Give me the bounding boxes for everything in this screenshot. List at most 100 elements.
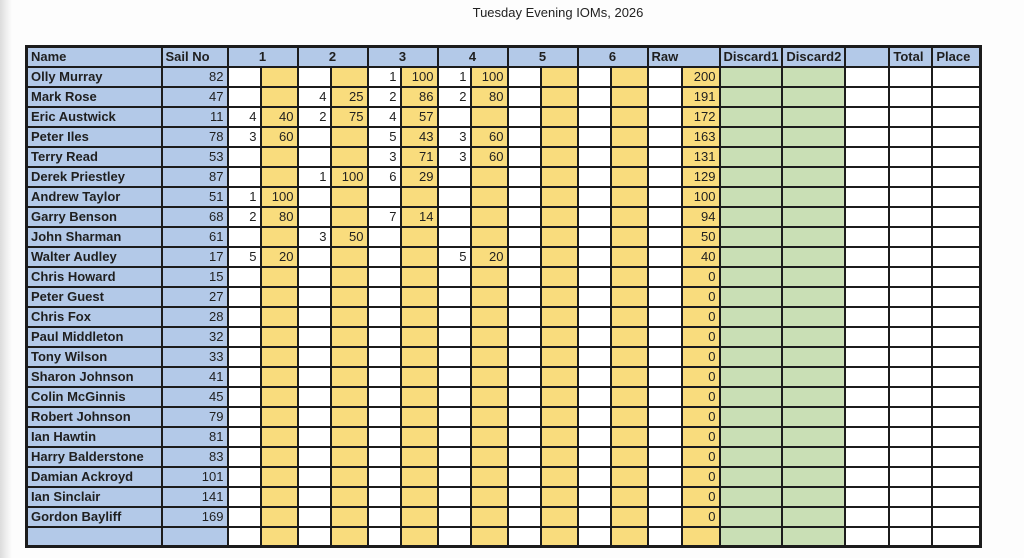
table-row: Eric Austwick 11 4 40 2 75 4 57 172 xyxy=(25,105,982,128)
sail-no-cell: 45 xyxy=(160,385,229,408)
race2-points-cell xyxy=(329,345,369,368)
race1-points-cell xyxy=(259,85,299,108)
table-row: Derek Priestley 87 1 100 6 29 129 xyxy=(25,165,982,188)
race3-points-cell xyxy=(399,485,439,508)
race1-position-cell xyxy=(226,285,262,308)
race1-points-cell xyxy=(259,325,299,348)
race4-points-cell xyxy=(469,505,509,528)
race1-position-cell xyxy=(226,425,262,448)
race2-position-cell xyxy=(296,385,332,408)
race2-points-cell: 50 xyxy=(329,225,369,248)
race3-position-cell xyxy=(366,425,402,448)
race5-position-cell xyxy=(506,425,542,448)
sheet-title: Tuesday Evening IOMs, 2026 xyxy=(472,5,644,20)
sail-no-cell: 68 xyxy=(160,205,229,228)
total-cell xyxy=(888,445,934,468)
race2-points-cell xyxy=(329,385,369,408)
header-race-1: 1 xyxy=(226,45,299,68)
place-cell xyxy=(931,465,982,488)
header-total: Total xyxy=(888,45,934,68)
race3-position-cell: 4 xyxy=(366,105,402,128)
race3-position-cell: 2 xyxy=(366,85,402,108)
total-cell xyxy=(888,205,934,228)
table-row: Colin McGinnis 45 0 xyxy=(25,385,982,408)
header-sail-no: Sail No xyxy=(160,45,229,68)
race5-position-cell xyxy=(506,445,542,468)
race2-points-cell xyxy=(329,185,369,208)
race2-position-cell xyxy=(296,185,332,208)
discard2-cell xyxy=(781,465,847,488)
sail-no-cell: 61 xyxy=(160,225,229,248)
place-cell xyxy=(931,345,982,368)
raw-points-cell: 0 xyxy=(680,485,721,508)
race3-position-cell: 5 xyxy=(366,125,402,148)
race1-points-cell: 100 xyxy=(259,185,299,208)
race5-position-cell xyxy=(506,405,542,428)
name-cell: Robert Johnson xyxy=(25,405,163,428)
race1-position-cell: 2 xyxy=(226,205,262,228)
race2-position-cell xyxy=(296,285,332,308)
sail-no-cell: 17 xyxy=(160,245,229,268)
discard2-cell xyxy=(781,365,847,388)
race5-position-cell xyxy=(506,345,542,368)
discard1-cell xyxy=(718,305,784,328)
raw-points-cell: 131 xyxy=(680,145,721,168)
discard2-cell xyxy=(781,85,847,108)
race4-points-cell xyxy=(469,345,509,368)
spacer-cell xyxy=(844,525,891,548)
race5-position-cell xyxy=(506,485,542,508)
race3-points-cell xyxy=(399,525,439,548)
spacer-cell xyxy=(844,65,891,88)
race3-position-cell xyxy=(366,525,402,548)
race3-points-cell: 57 xyxy=(399,105,439,128)
race1-points-cell xyxy=(259,425,299,448)
race6-points-cell xyxy=(609,265,649,288)
raw-points-cell: 0 xyxy=(680,305,721,328)
race5-position-cell xyxy=(506,305,542,328)
raw-points-cell: 0 xyxy=(680,405,721,428)
total-cell xyxy=(888,285,934,308)
raw-blank-cell xyxy=(646,505,683,528)
race3-position-cell xyxy=(366,465,402,488)
raw-blank-cell xyxy=(646,225,683,248)
race1-points-cell: 60 xyxy=(259,125,299,148)
race2-points-cell: 75 xyxy=(329,105,369,128)
sail-no-cell: 41 xyxy=(160,365,229,388)
race4-points-cell xyxy=(469,525,509,548)
race1-points-cell xyxy=(259,445,299,468)
raw-points-cell: 0 xyxy=(680,385,721,408)
race6-points-cell xyxy=(609,525,649,548)
race6-position-cell xyxy=(576,365,612,388)
race5-points-cell xyxy=(539,425,579,448)
spacer-cell xyxy=(844,505,891,528)
race1-position-cell xyxy=(226,225,262,248)
discard1-cell xyxy=(718,465,784,488)
race2-points-cell xyxy=(329,145,369,168)
race1-position-cell xyxy=(226,485,262,508)
spacer-cell xyxy=(844,305,891,328)
race6-points-cell xyxy=(609,85,649,108)
total-cell xyxy=(888,325,934,348)
race3-points-cell: 29 xyxy=(399,165,439,188)
total-cell xyxy=(888,305,934,328)
discard1-cell xyxy=(718,325,784,348)
sail-no-cell: 169 xyxy=(160,505,229,528)
race4-position-cell: 1 xyxy=(436,65,472,88)
race2-points-cell: 100 xyxy=(329,165,369,188)
table-row: Walter Audley 17 5 20 5 20 40 xyxy=(25,245,982,268)
raw-points-cell: 0 xyxy=(680,425,721,448)
race2-position-cell xyxy=(296,365,332,388)
spacer-cell xyxy=(844,365,891,388)
race5-points-cell xyxy=(539,305,579,328)
race2-points-cell xyxy=(329,245,369,268)
name-cell: Mark Rose xyxy=(25,85,163,108)
place-cell xyxy=(931,285,982,308)
place-cell xyxy=(931,525,982,548)
race6-position-cell xyxy=(576,165,612,188)
raw-points-cell: 0 xyxy=(680,465,721,488)
race4-position-cell xyxy=(436,205,472,228)
name-cell xyxy=(25,525,163,548)
discard2-cell xyxy=(781,345,847,368)
race4-points-cell xyxy=(469,445,509,468)
